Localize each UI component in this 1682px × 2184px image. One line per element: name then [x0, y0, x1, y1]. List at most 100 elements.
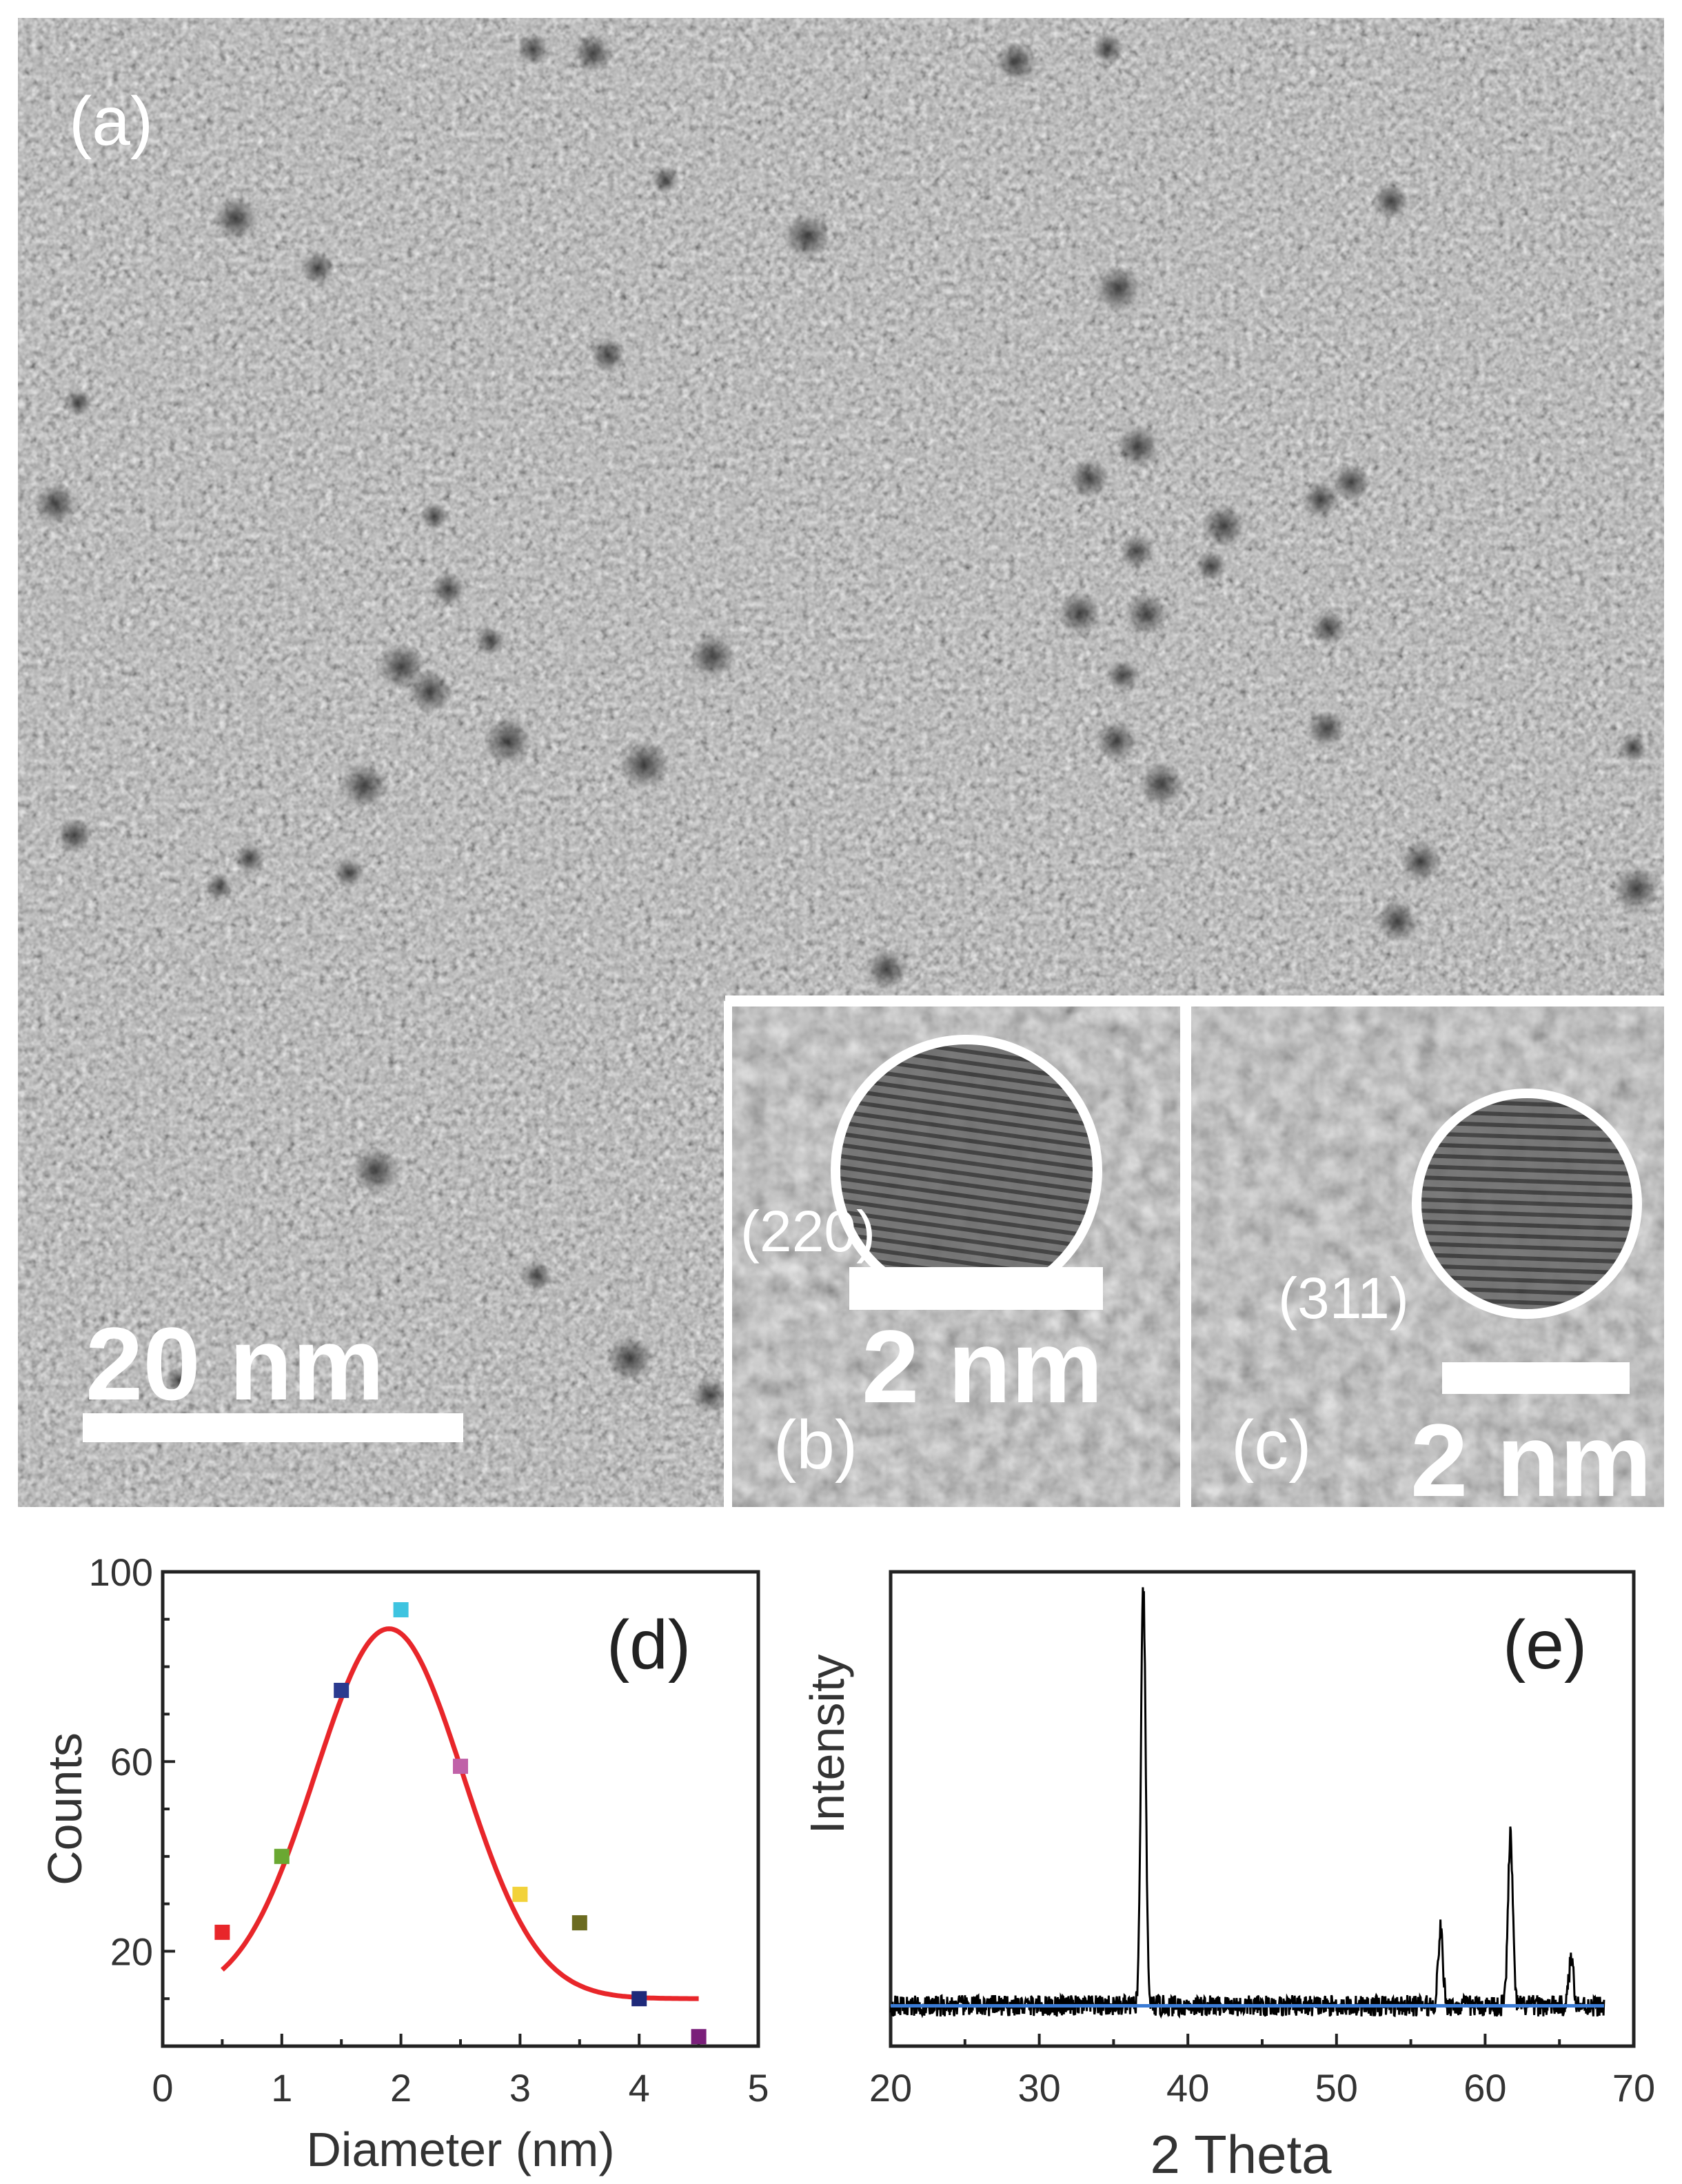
nanoparticle-dot	[1400, 841, 1441, 882]
nanoparticle-dot	[1619, 734, 1648, 762]
chart-e-ylabel: Intensity	[800, 1655, 854, 1834]
chart-e-x-tick-label: 30	[1017, 2066, 1060, 2110]
chart-d-point	[453, 1759, 468, 1775]
lattice-fringes-c	[1417, 1093, 1637, 1314]
chart-e: 20 30 40 50 60 70 (e) 2 Theta Intensity	[800, 1570, 1655, 2184]
nanoparticle-dot	[995, 41, 1037, 83]
nanoparticle-dot	[1069, 458, 1109, 498]
chart-e-x-tick-label: 60	[1463, 2066, 1506, 2110]
plane-label-b: (220)	[740, 1199, 875, 1264]
scale-bar-b	[849, 1267, 1103, 1310]
nanoparticle-dot	[1310, 610, 1346, 646]
tem-panel-a: (a) 20 nm	[18, 18, 1664, 1507]
nanoparticle-dot	[1302, 481, 1339, 518]
nanoparticle-dot	[1057, 592, 1102, 636]
chart-d-y-tick-label: 60	[110, 1740, 153, 1783]
nanoparticle-dot	[1373, 183, 1409, 219]
nanoparticle-dot	[689, 634, 735, 679]
nanoparticle-dot	[1095, 265, 1142, 312]
chart-d-tick-labels: 0 1 2 3 4 5 20 60 100	[89, 1550, 769, 2110]
nanoparticle-dot	[1332, 463, 1370, 502]
chart-d-x-tick-label: 1	[271, 2066, 292, 2110]
nanoparticle-dot	[1376, 900, 1419, 942]
chart-d: 0 1 2 3 4 5 20 60 100 (d) Diameter (nm) Counts	[38, 1550, 769, 2176]
nanoparticle-dot	[784, 213, 831, 260]
chart-d-x-tick-label: 5	[747, 2066, 769, 2110]
nanoparticle-dot	[651, 166, 679, 194]
nanoparticle-dot	[1614, 867, 1659, 912]
nanoparticle-dots	[34, 33, 1659, 1413]
nanoparticle-dot	[34, 483, 77, 525]
nanoparticle-dot	[607, 1335, 653, 1382]
panel-label-c: (c)	[1231, 1406, 1312, 1484]
chart-e-xrd-trace	[889, 1587, 1605, 2019]
nanoparticle-dot	[57, 818, 92, 853]
chart-d-x-tick-label: 0	[152, 2066, 173, 2110]
chart-d-ticks	[161, 1570, 760, 2048]
nanoparticle-dot	[64, 389, 92, 416]
nanoparticle-dot	[341, 762, 387, 809]
lattice-fringes-b	[835, 1040, 1097, 1302]
chart-e-tick-labels: 20 30 40 50 60 70	[869, 2066, 1655, 2110]
chart-e-ticks	[889, 2034, 1635, 2046]
nanoparticle-dot	[205, 873, 233, 900]
nanoparticle-dot	[1195, 550, 1227, 582]
inset-panel-b: (220) 2 nm (b)	[732, 1007, 1180, 1507]
nanoparticle-dot	[573, 33, 613, 73]
nanoparticle-dot	[620, 740, 669, 789]
chart-d-point	[334, 1683, 349, 1698]
particle-circle-c	[1412, 1089, 1642, 1319]
panel-label-b: (b)	[773, 1406, 858, 1484]
chart-d-panel-label: (d)	[607, 1606, 691, 1684]
chart-d-point	[512, 1886, 528, 1902]
nanoparticle-dot	[408, 669, 452, 714]
chart-e-xlabel: 2 Theta	[1150, 2124, 1332, 2184]
nanoparticle-dot	[334, 858, 364, 888]
scale-bar-label-b: 2 nm	[862, 1308, 1103, 1424]
inset-borders	[724, 995, 1664, 1507]
panel-label-a: (a)	[69, 83, 153, 160]
chart-d-point	[631, 1991, 647, 2007]
chart-d-points	[214, 1602, 707, 2045]
nanoparticle-dot	[475, 625, 505, 656]
nanoparticle-dot	[1307, 709, 1346, 748]
nanoparticle-dot	[165, 1367, 193, 1395]
chart-d-x-tick-label: 3	[509, 2066, 531, 2110]
nanoparticle-dot	[484, 717, 532, 765]
chart-e-x-tick-label: 70	[1612, 2066, 1655, 2110]
chart-d-x-tick-label: 4	[629, 2066, 650, 2110]
chart-d-y-tick-label: 20	[110, 1930, 153, 1973]
nanoparticle-dot	[1202, 504, 1246, 548]
nanoparticle-dot	[352, 1147, 399, 1194]
chart-d-x-tick-label: 2	[390, 2066, 412, 2110]
chart-e-x-tick-label: 40	[1166, 2066, 1209, 2110]
nanoparticle-dot	[522, 1261, 552, 1291]
chart-e-panel-label: (e)	[1503, 1606, 1587, 1684]
nanoparticle-dot	[692, 1377, 728, 1413]
nanoparticle-dot	[234, 843, 265, 873]
chart-d-point	[274, 1848, 290, 1864]
nanoparticle-dot	[517, 34, 549, 65]
nanoparticle-dot	[1119, 534, 1154, 569]
chart-d-y-tick-label: 100	[89, 1550, 153, 1594]
nanoparticle-dot	[1092, 33, 1124, 65]
chart-e-x-tick-label: 20	[869, 2066, 912, 2110]
nanoparticle-dot	[420, 503, 448, 530]
nanoparticle-dot	[1095, 720, 1137, 762]
chart-d-point	[691, 2029, 707, 2045]
inset-panel-c: (311) 2 nm (c)	[1191, 1007, 1664, 1518]
scale-bar-label-a: 20 nm	[85, 1306, 385, 1422]
nanoparticle-dot	[1125, 593, 1168, 636]
nanoparticle-dot	[590, 337, 626, 373]
nanoparticle-dot	[301, 252, 334, 285]
chart-e-x-tick-label: 50	[1315, 2066, 1358, 2110]
scale-bar-c	[1442, 1362, 1630, 1394]
nanoparticle-dot	[431, 572, 465, 607]
nanoparticle-dot	[866, 949, 907, 990]
nanoparticle-dot	[1139, 762, 1184, 807]
chart-d-fit-line	[221, 1626, 699, 2001]
chart-d-point	[393, 1602, 409, 1618]
nanoparticle-dot	[214, 196, 258, 241]
scale-bar-label-c: 2 nm	[1410, 1402, 1652, 1518]
